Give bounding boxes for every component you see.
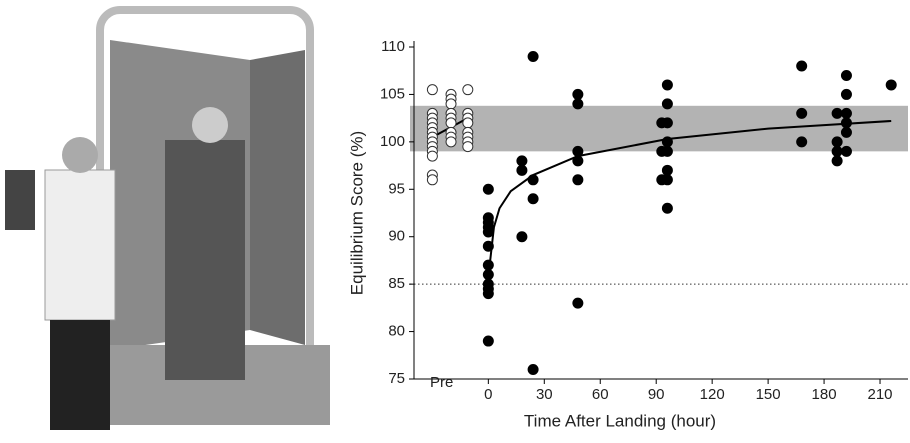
data-point: [796, 107, 808, 119]
data-point: [482, 226, 494, 238]
data-point: [516, 155, 528, 167]
y-tick-label: 85: [388, 275, 405, 292]
photo-panel: [250, 50, 305, 345]
photo-clinician: [44, 169, 116, 321]
data-point: [482, 269, 494, 281]
x-tick-label: 180: [812, 386, 837, 403]
x-axis-title: Time After Landing (hour): [524, 411, 716, 430]
data-point: [840, 69, 852, 81]
data-point: [661, 174, 673, 186]
plot: 75 80 85 90 95 100 105 110 Pre 0 30 60 90 120 150 180 21…: [380, 38, 908, 403]
data-point: [840, 107, 852, 119]
data-point: [572, 174, 584, 186]
y-tick-label: 100: [380, 133, 405, 150]
data-point: [572, 98, 584, 110]
data-point: [482, 288, 494, 300]
data-point: [572, 155, 584, 167]
data-point: [661, 164, 673, 176]
photo-subject-head: [192, 107, 228, 143]
data-point: [661, 117, 673, 129]
data-point: [482, 259, 494, 271]
data-point: [831, 136, 843, 148]
data-point: [840, 126, 852, 138]
band: [410, 105, 908, 152]
photo: [0, 0, 340, 438]
x-tick-label: 0: [484, 386, 492, 403]
data-point: [426, 150, 438, 162]
data-point: [516, 231, 528, 243]
data-point: [840, 117, 852, 129]
data-point: [840, 145, 852, 157]
data-point: [572, 88, 584, 100]
data-point: [445, 136, 457, 148]
data-point: [840, 88, 852, 100]
data-point: [426, 84, 438, 96]
y-tick-label: 75: [388, 370, 405, 387]
data-point: [661, 79, 673, 91]
y-axis-title: Equilibrium Score (%): [347, 131, 366, 295]
data-point: [661, 202, 673, 214]
data-point: [462, 84, 474, 96]
x-tick-label: Pre: [430, 374, 453, 391]
y-tick-label: 80: [388, 323, 405, 340]
y-tick-label: 95: [388, 180, 405, 197]
data-point: [527, 174, 539, 186]
data-point: [796, 136, 808, 148]
photo-clinician-legs: [50, 320, 110, 430]
data-point: [661, 98, 673, 110]
data-point: [482, 183, 494, 195]
y-tick-label: 90: [388, 228, 405, 245]
data-point: [661, 136, 673, 148]
x-tick-label: 210: [868, 386, 893, 403]
data-point: [885, 79, 897, 91]
data-point: [527, 50, 539, 62]
data-point: [516, 164, 528, 176]
data-point: [462, 141, 474, 153]
data-point: [527, 193, 539, 205]
data-point: [572, 297, 584, 309]
photo-monitor: [5, 170, 35, 230]
data-point: [661, 145, 673, 157]
data-point: [527, 364, 539, 376]
data-point: [796, 60, 808, 72]
photo-clinician-head: [62, 137, 98, 173]
x-tick-label: 30: [536, 386, 553, 403]
x-tick-label: 150: [756, 386, 781, 403]
data-point: [462, 117, 474, 129]
data-point: [831, 155, 843, 167]
data-point: [831, 107, 843, 119]
x-tick-label: 60: [592, 386, 609, 403]
x-tick-label: 90: [648, 386, 665, 403]
y-tick-label: 105: [380, 85, 405, 102]
data-point: [445, 98, 457, 110]
data-point: [426, 174, 438, 186]
y-tick-label: 110: [381, 38, 405, 55]
data-point: [572, 145, 584, 157]
photo-subject: [165, 140, 245, 380]
data-point: [482, 335, 494, 347]
data-point: [482, 240, 494, 252]
data-point: [445, 117, 457, 129]
x-tick-label: 120: [700, 386, 725, 403]
data-point: [831, 145, 843, 157]
